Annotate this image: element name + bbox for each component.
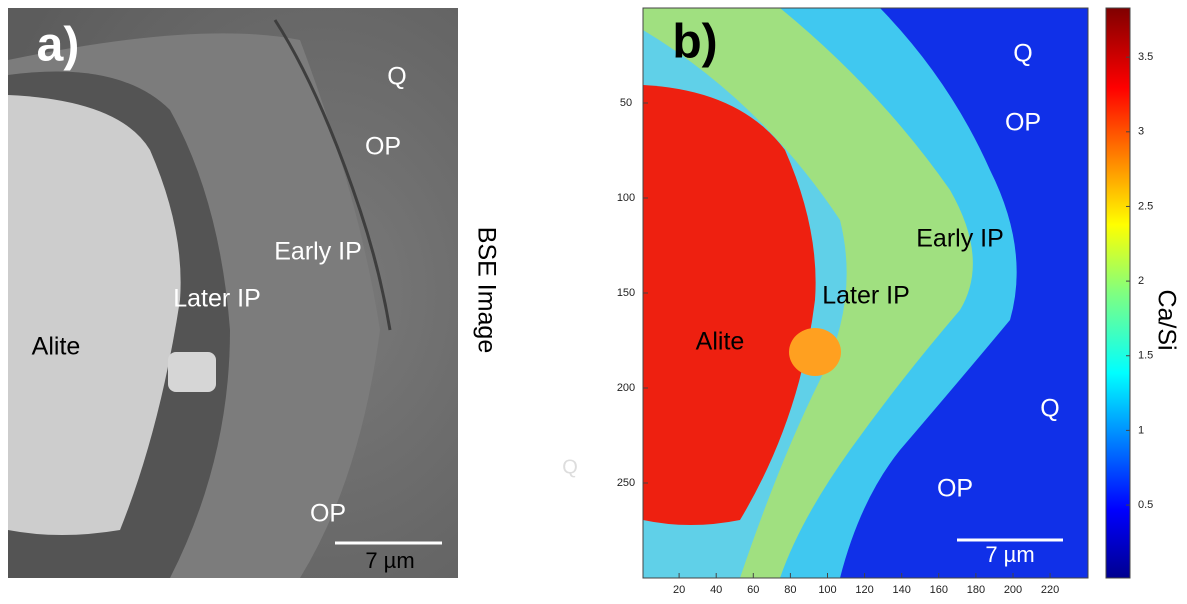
panel-label: b) xyxy=(672,16,717,69)
colorbar-tick-label: 2.5 xyxy=(1138,200,1153,212)
annotation: Q xyxy=(1040,395,1059,423)
annotations-a: Q OP Early IP Later IP Alite OP xyxy=(32,63,407,528)
annotation: OP xyxy=(1005,109,1041,137)
x-tick-label: 120 xyxy=(855,584,873,596)
ca-si-map xyxy=(643,8,1088,578)
colorbar-tick-label: 1.5 xyxy=(1138,350,1153,362)
scale-bar-label: 7 µm xyxy=(365,548,414,573)
x-tick-label: 80 xyxy=(784,584,796,596)
annotation: Later IP xyxy=(822,282,910,310)
annotations-b: Q OP Early IP Later IP Alite Q OP xyxy=(696,40,1060,503)
x-tick-label: 100 xyxy=(818,584,836,596)
x-tick-label: 200 xyxy=(1004,584,1022,596)
annotation: OP xyxy=(937,475,973,503)
colorbar-tick-label: 2 xyxy=(1138,275,1144,287)
y-tick-label: 50 xyxy=(620,97,632,109)
annotation: Later IP xyxy=(173,285,261,313)
colorbar-tick-label: 3.5 xyxy=(1138,51,1153,63)
annotation: Alite xyxy=(32,333,81,361)
x-tick-label: 180 xyxy=(967,584,985,596)
x-tick-label: 220 xyxy=(1041,584,1059,596)
colorbar-tick-label: 1 xyxy=(1138,424,1144,436)
y-tick-label: 200 xyxy=(617,382,635,394)
annotation: Q xyxy=(387,63,406,91)
stray-label: Q xyxy=(562,456,578,478)
x-tick-label: 40 xyxy=(710,584,722,596)
panel-label: a) xyxy=(37,19,80,72)
annotation: OP xyxy=(310,500,346,528)
scale-bar-label: 7 µm xyxy=(985,542,1034,567)
bse-image xyxy=(8,8,458,579)
y-tick-label: 150 xyxy=(617,287,635,299)
colorbar-label: Ca/Si xyxy=(1152,289,1180,350)
annotation: Early IP xyxy=(274,238,362,266)
colorbar-tick-label: 0.5 xyxy=(1138,499,1153,511)
x-tick-label: 140 xyxy=(893,584,911,596)
x-tick-label: 160 xyxy=(930,584,948,596)
annotation: OP xyxy=(365,133,401,161)
annotation: Alite xyxy=(696,328,745,356)
annotation: Early IP xyxy=(916,225,1004,253)
colorbar xyxy=(1105,7,1131,579)
colorbar-tick-label: 3 xyxy=(1138,126,1144,138)
ticks: 20 40 60 80 100 120 140 160 180 200 220 50 100 150 200… xyxy=(617,51,1153,596)
x-tick-label: 20 xyxy=(673,584,685,596)
annotation: Q xyxy=(1013,40,1032,68)
y-tick-label: 250 xyxy=(617,477,635,489)
x-tick-label: 60 xyxy=(747,584,759,596)
side-label: BSE Image xyxy=(472,227,500,353)
y-tick-label: 100 xyxy=(617,192,635,204)
